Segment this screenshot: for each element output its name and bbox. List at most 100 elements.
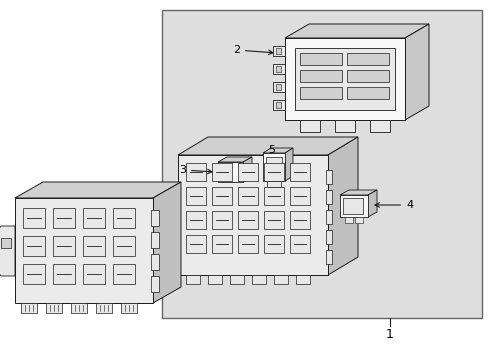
Bar [289, 235, 309, 253]
Polygon shape [0, 226, 15, 276]
Bar [185, 235, 205, 253]
Bar [275, 102, 281, 108]
Polygon shape [243, 157, 251, 182]
Bar [272, 64, 285, 74]
Bar [23, 236, 45, 256]
Bar [83, 264, 105, 284]
Text: 3: 3 [179, 165, 212, 175]
Bar [178, 155, 327, 275]
Bar [222, 166, 229, 176]
Text: 5: 5 [267, 145, 274, 155]
Text: 2: 2 [232, 45, 272, 55]
Bar [289, 211, 309, 229]
Bar [251, 275, 265, 284]
Bar [299, 120, 319, 132]
Bar [96, 303, 112, 313]
Bar [346, 87, 388, 99]
Polygon shape [153, 182, 181, 303]
Bar [264, 163, 284, 181]
Bar [325, 250, 331, 264]
Bar [15, 198, 153, 303]
Bar [53, 264, 75, 284]
Bar [113, 264, 135, 284]
Bar [369, 120, 389, 132]
Bar [53, 236, 75, 256]
Bar [325, 170, 331, 184]
Bar [238, 211, 258, 229]
Bar [346, 53, 388, 65]
Polygon shape [404, 24, 428, 120]
Text: 6: 6 [0, 359, 1, 360]
Bar [266, 181, 281, 187]
Bar [218, 162, 243, 182]
Bar [185, 163, 205, 181]
Bar [299, 53, 341, 65]
Bar [207, 275, 222, 284]
Bar [325, 190, 331, 204]
Bar [212, 211, 231, 229]
Polygon shape [178, 137, 357, 155]
Bar [113, 236, 135, 256]
Bar [238, 187, 258, 205]
Bar [275, 66, 281, 72]
Bar [345, 217, 352, 223]
Polygon shape [339, 190, 376, 195]
Bar [285, 38, 404, 120]
Bar [229, 275, 244, 284]
Bar [46, 303, 62, 313]
Bar [83, 208, 105, 228]
Polygon shape [285, 148, 292, 181]
Bar [275, 84, 281, 90]
Bar [354, 217, 362, 223]
Bar [238, 235, 258, 253]
Bar [23, 208, 45, 228]
Bar [346, 70, 388, 82]
Bar [299, 87, 341, 99]
Bar [264, 187, 284, 205]
Bar [151, 210, 159, 226]
Bar [21, 303, 37, 313]
Text: 1: 1 [385, 328, 393, 341]
Bar [289, 163, 309, 181]
Text: 4: 4 [374, 200, 412, 210]
Bar [212, 163, 231, 181]
Bar [299, 70, 341, 82]
Bar [294, 48, 394, 110]
Bar [295, 275, 309, 284]
Bar [272, 82, 285, 92]
Bar [339, 195, 367, 217]
Bar [275, 48, 281, 54]
Polygon shape [15, 182, 181, 198]
Bar [273, 275, 287, 284]
Polygon shape [218, 157, 251, 162]
Bar [212, 235, 231, 253]
Bar [71, 303, 87, 313]
Bar [265, 157, 282, 177]
Bar [272, 100, 285, 110]
Bar [185, 211, 205, 229]
Polygon shape [285, 24, 428, 38]
Bar [264, 211, 284, 229]
Bar [185, 187, 205, 205]
Bar [334, 120, 354, 132]
Bar [151, 276, 159, 292]
Bar [263, 153, 285, 181]
Bar [272, 46, 285, 56]
Bar [1, 238, 11, 248]
Bar [151, 254, 159, 270]
Bar [238, 163, 258, 181]
Bar [121, 303, 137, 313]
Polygon shape [327, 137, 357, 275]
Bar [113, 208, 135, 228]
Bar [212, 187, 231, 205]
Bar [325, 210, 331, 224]
Polygon shape [263, 148, 292, 153]
Bar [53, 208, 75, 228]
Bar [325, 230, 331, 244]
Bar [185, 275, 200, 284]
Bar [151, 232, 159, 248]
Bar [289, 187, 309, 205]
Bar [162, 10, 481, 318]
Bar [342, 198, 362, 214]
Bar [83, 236, 105, 256]
